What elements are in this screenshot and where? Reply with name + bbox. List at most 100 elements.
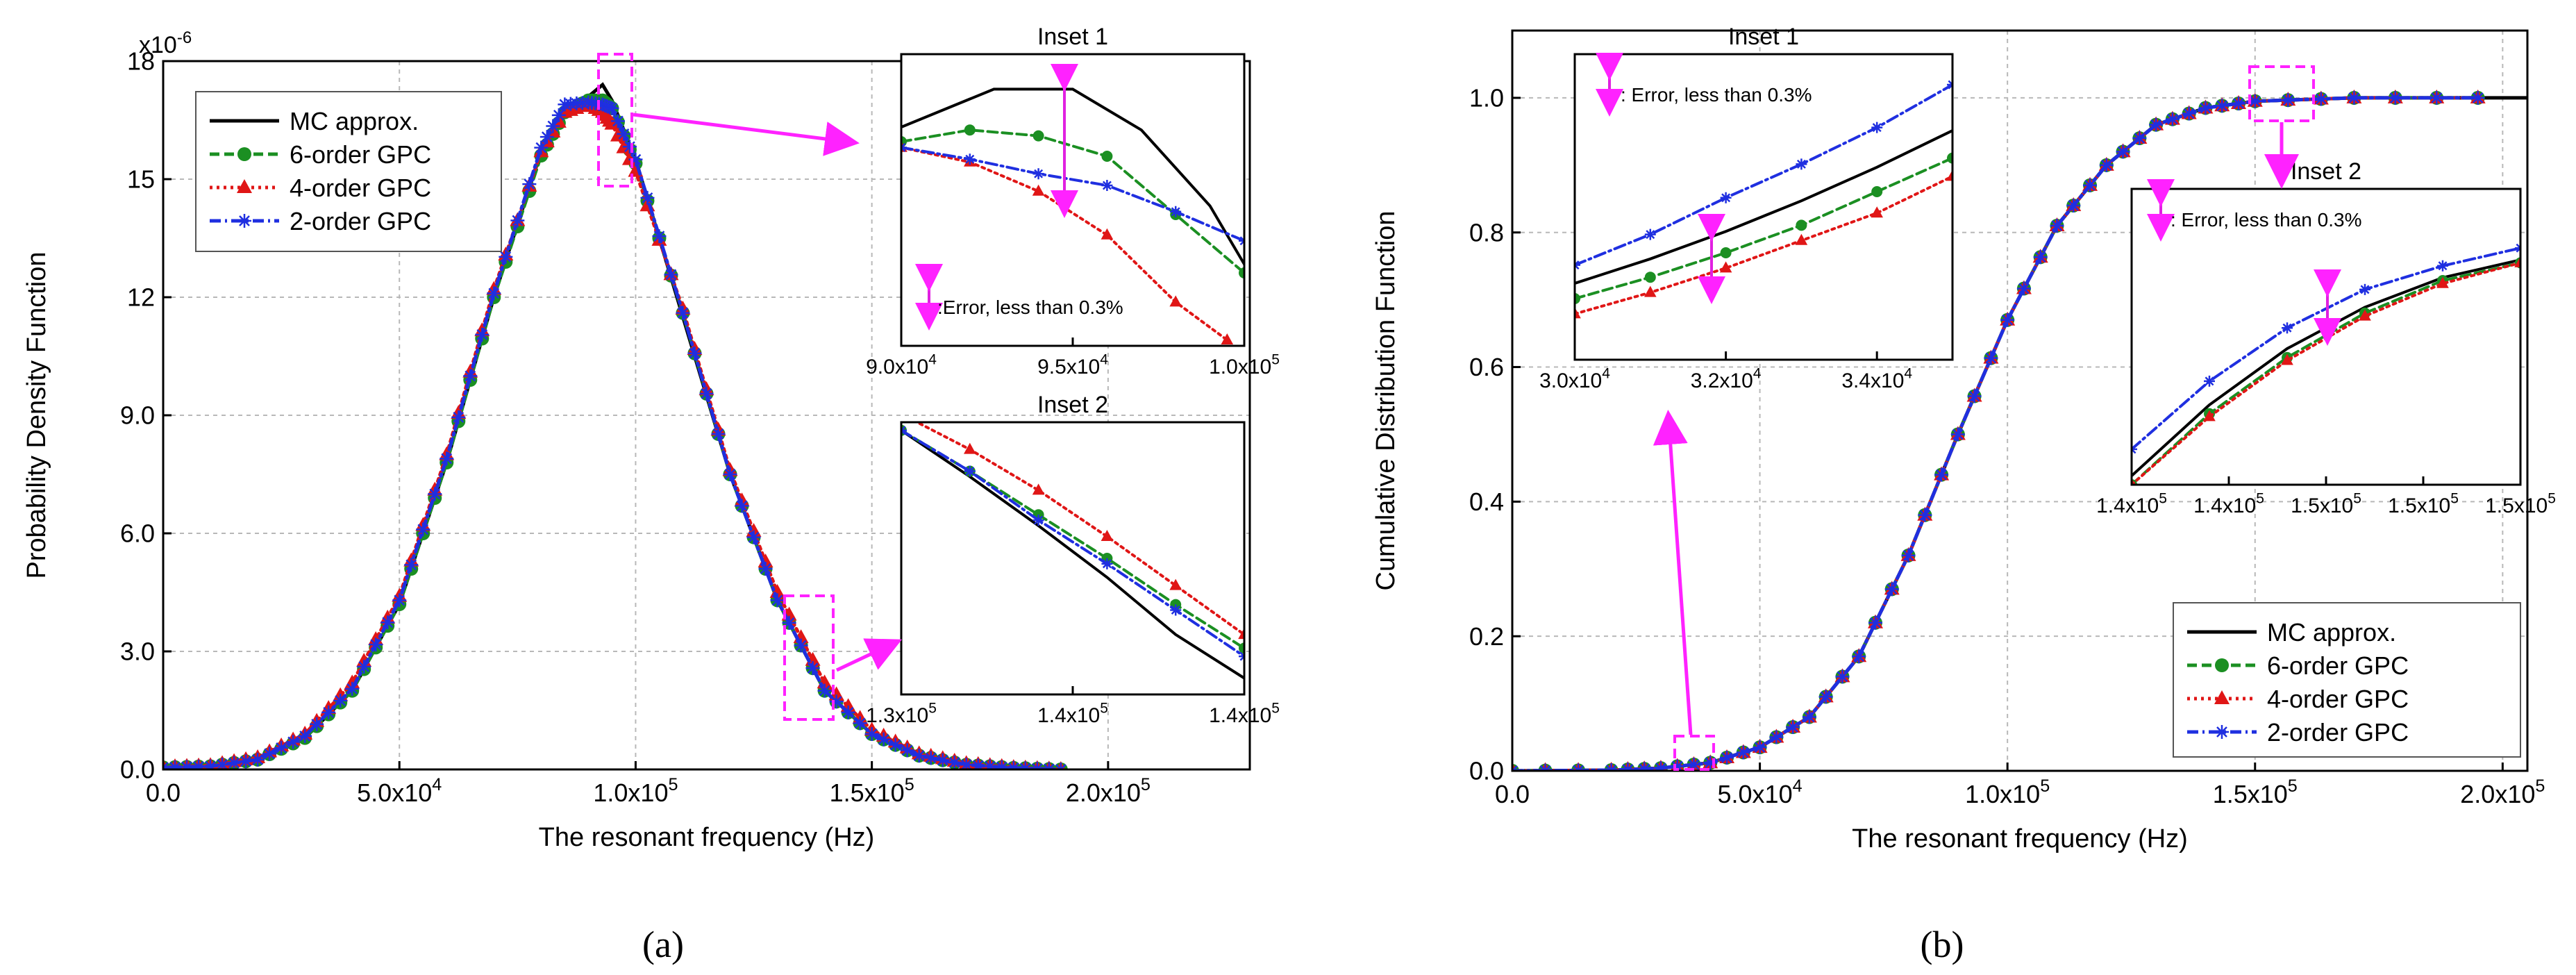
a-main-series-3-marker: [1018, 761, 1032, 769]
b-main-series-3-marker: [1703, 756, 1718, 770]
a-main-legend-marker-1: [237, 147, 251, 161]
a-main-series-3-marker: [794, 638, 808, 653]
b-inset2-series-3-marker: [2437, 260, 2448, 272]
b-main-series-3-marker: [1967, 389, 1982, 403]
zoom-box-b-upper: [2248, 65, 2315, 122]
b-main-series-3-marker: [1736, 745, 1750, 760]
b-main-series-3-marker: [2388, 90, 2402, 105]
a-main-series-3-marker: [510, 213, 525, 228]
a-main-y-tick-label-5: 15: [127, 165, 155, 194]
connector-arrow-a-inset1: [633, 112, 860, 156]
a-main-series-3-marker: [617, 126, 631, 141]
b-main-series-3-marker: [1884, 582, 1899, 597]
a-inset2-series-3-marker: [1032, 515, 1044, 526]
b-inset2-x-tick-label-0: 1.4x105: [2096, 491, 2167, 518]
a-main-series-3-marker: [475, 327, 490, 342]
b-main-series-3-marker: [2132, 131, 2147, 146]
a-inset2-title: Inset 2: [1037, 392, 1108, 418]
b-inset2-error-annotation: : Error, less than 0.3%: [2171, 209, 2361, 231]
a-main-series-3-marker: [428, 487, 442, 501]
b-main-legend-label-2: 4-order GPC: [2267, 685, 2409, 713]
a-main-series-3-marker: [971, 758, 985, 769]
b-main-series-3-marker: [1653, 761, 1668, 771]
a-main-legend-label-3: 2-order GPC: [290, 207, 431, 235]
b-inset1-series-1-marker: [1575, 293, 1580, 304]
a-main-y-tick-label-2: 6.0: [120, 519, 155, 548]
b-inset2-series-1-line: [2132, 261, 2520, 485]
b-main-y-tick-label-5: 1.0: [1469, 84, 1504, 112]
b-main-series-3-marker: [1950, 427, 1965, 442]
a-main-series-3-marker: [900, 743, 914, 758]
a-main-series-3-marker: [380, 615, 395, 630]
a-inset1-series-3-marker: [1101, 180, 1113, 191]
b-inset1-series-2-marker: [1644, 285, 1657, 297]
a-main-series-3-marker: [298, 728, 312, 743]
b-main-x-tick-label-3: 1.5x105: [2213, 776, 2298, 808]
connector-arrow-b-inset1: [1653, 410, 1693, 735]
b-main-series-3-marker: [1802, 710, 1816, 724]
b-main-series-3-marker: [1670, 759, 1684, 771]
b-main-x-tick-label-1: 5.0x104: [1718, 776, 1803, 808]
b-main-series-3-marker: [1818, 690, 1833, 704]
b-main-x-tick-label-2: 1.0x105: [1965, 776, 2050, 808]
b-inset2-title: Inset 2: [2291, 158, 2361, 185]
b-inset2-series-3-marker: [2282, 322, 2293, 334]
a-main-series-3-marker: [711, 426, 726, 441]
b-inset1-series-1-marker: [1644, 272, 1656, 283]
a-inset1-series-1-marker: [1032, 130, 1044, 142]
b-main-legend-label-1: 6-order GPC: [2267, 651, 2409, 680]
a-inset1-series-2-marker: [1221, 333, 1234, 344]
b-inset2-series-2-marker: [2514, 256, 2520, 267]
a-inset1-series-2-marker: [1101, 228, 1114, 240]
a-main-series-3-marker: [440, 451, 454, 466]
a-main-series-3-marker: [805, 661, 820, 676]
b-main-series-3-marker: [1918, 508, 1932, 522]
a-main-series-3-marker: [463, 369, 478, 383]
a-main-series-3-marker: [746, 530, 761, 544]
a-main-series-3-marker: [735, 499, 749, 513]
a-inset1-series-3-marker: [1032, 168, 1044, 180]
a-main-series-3-marker: [947, 755, 962, 769]
a-main-series-3-marker: [310, 717, 324, 731]
a-main-series-3-marker: [912, 749, 926, 763]
a-main-series-3-marker: [392, 593, 407, 608]
b-main-series-3-marker: [1984, 351, 1998, 365]
b-inset1-series-2-marker: [1795, 233, 1808, 245]
b-main-series-3-marker: [1637, 762, 1652, 771]
b-main-legend-marker-2: [2214, 690, 2230, 704]
b-main-series-3-marker: [2182, 106, 2196, 121]
b-main-series-3-marker: [2470, 90, 2485, 105]
a-inset2-x-tick-label-1: 1.4x105: [1037, 701, 1108, 728]
a-main-series-3-marker: [251, 752, 265, 767]
zoom-box-a-peak: [597, 53, 633, 188]
b-inset1-series-3-marker: [1644, 228, 1656, 240]
b-inset2-x-tick-label-1: 1.4x105: [2193, 491, 2264, 518]
a-main-series-3-marker: [451, 410, 466, 424]
a-main-y-multiplier: x10-6: [139, 28, 192, 58]
a-inset2-series-2-marker: [1238, 628, 1244, 640]
a-main-series-3-marker: [664, 267, 678, 282]
b-main-series-3-marker: [1720, 750, 1734, 765]
b-inset1-x-tick-label-0: 3.0x104: [1539, 366, 1610, 393]
b-inset1-x-tick-label-1: 3.2x104: [1691, 366, 1762, 393]
b-main-series-3-marker: [1835, 669, 1850, 684]
a-main-series-3-marker: [180, 760, 194, 769]
a-main-series-3-marker: [687, 346, 702, 360]
panel-b-label: (b): [1921, 924, 1964, 965]
a-inset1-series-2-marker: [1169, 295, 1182, 307]
b-main-series-3-marker: [1621, 762, 1635, 771]
b-main-series-3-marker: [1687, 757, 1701, 771]
a-main-legend-label-2: 4-order GPC: [290, 174, 431, 202]
a-main-series-3-marker: [598, 98, 612, 112]
b-inset1-title: Inset 1: [1728, 24, 1799, 50]
a-main-series-3-marker: [699, 386, 714, 401]
a-main-series-3-marker: [345, 681, 360, 696]
b-inset1-series-2-marker: [1871, 206, 1883, 218]
a-main-legend-box: [195, 91, 502, 252]
a-main-x-tick-label-1: 5.0x104: [357, 775, 442, 807]
b-main-series-3-marker: [2215, 99, 2230, 113]
a-main-series-3-marker: [864, 727, 879, 741]
a-main-series-3-marker: [628, 152, 643, 167]
b-main-legend-label-0: MC approx.: [2267, 618, 2396, 647]
